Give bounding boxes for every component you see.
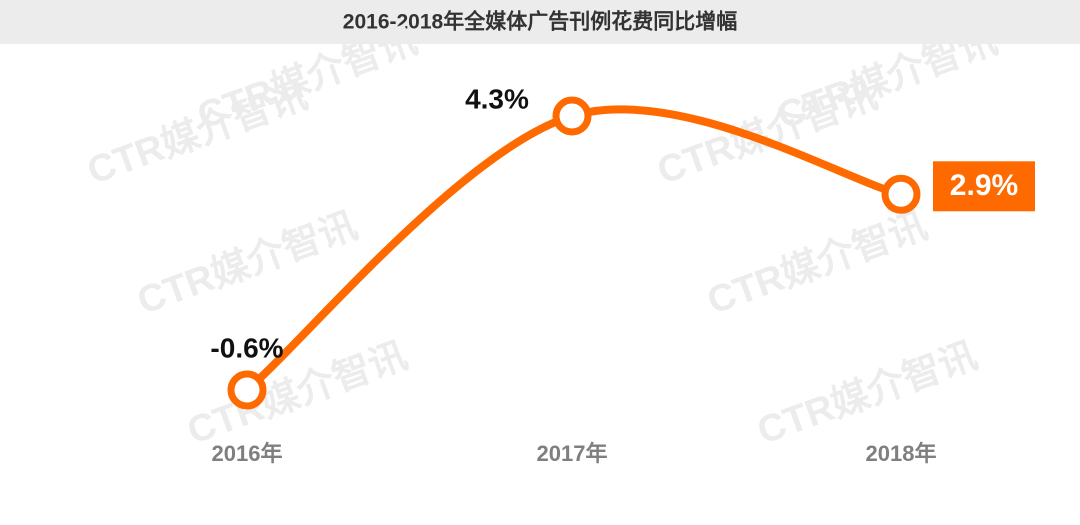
point	[227, 370, 267, 410]
x-tick-label: 2018年	[866, 441, 937, 466]
value-label: -0.6%	[210, 332, 283, 363]
point	[552, 96, 592, 136]
watermark: CTR媒介智讯	[702, 205, 933, 323]
value-label: 2.9%	[950, 169, 1018, 202]
x-tick-label: 2017年	[537, 441, 608, 466]
title-band	[0, 0, 1080, 44]
point	[881, 174, 921, 214]
highlight-box	[933, 161, 1035, 212]
x-tick-label: 2016年	[212, 441, 283, 466]
watermark: CTR媒介智讯	[752, 335, 983, 453]
chart-title: 2016-2018年全媒体广告刊例花费同比增幅	[343, 10, 737, 34]
value-label: 4.3%	[465, 83, 529, 114]
